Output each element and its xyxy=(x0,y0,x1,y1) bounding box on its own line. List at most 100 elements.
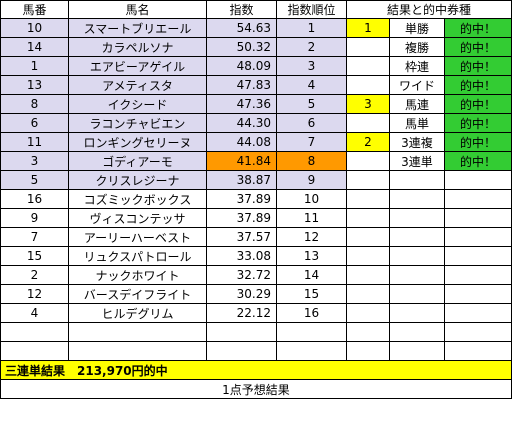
empty-cell xyxy=(347,247,390,266)
horse-number: 9 xyxy=(0,209,69,228)
horse-number: 7 xyxy=(0,228,69,247)
horse-number: 4 xyxy=(0,304,69,323)
empty-cell xyxy=(347,304,390,323)
horse-number: 6 xyxy=(0,114,69,133)
result-place xyxy=(347,38,390,57)
empty-cell xyxy=(445,266,512,285)
horse-score: 47.36 xyxy=(207,95,277,114)
empty-cell xyxy=(390,304,445,323)
horse-score: 33.08 xyxy=(207,247,277,266)
empty-cell xyxy=(207,323,277,342)
horse-number: 5 xyxy=(0,171,69,190)
horse-score: 22.12 xyxy=(207,304,277,323)
horse-name: ヴィスコンテッサ xyxy=(69,209,207,228)
horse-number: 3 xyxy=(0,152,69,171)
horse-rank: 15 xyxy=(277,285,347,304)
results-table: 馬番 馬名 指数 指数順位 結果と的中券種 10 スマートブリエール 54.63… xyxy=(0,0,512,399)
empty-cell xyxy=(390,247,445,266)
empty-cell xyxy=(390,190,445,209)
horse-number: 12 xyxy=(0,285,69,304)
horse-rank: 6 xyxy=(277,114,347,133)
empty-cell xyxy=(445,342,512,361)
empty-cell xyxy=(347,342,390,361)
empty-cell xyxy=(347,266,390,285)
horse-score: 47.83 xyxy=(207,76,277,95)
empty-cell xyxy=(445,285,512,304)
result-place xyxy=(347,76,390,95)
empty-cell xyxy=(347,209,390,228)
ticket-type: 馬単 xyxy=(390,114,445,133)
empty-cell xyxy=(347,171,390,190)
ticket-type: 3連単 xyxy=(390,152,445,171)
horse-score: 30.29 xyxy=(207,285,277,304)
horse-name: エアビーアゲイル xyxy=(69,57,207,76)
horse-score: 41.84 xyxy=(207,152,277,171)
prediction-footer: 1点予想結果 xyxy=(0,380,512,399)
horse-score: 54.63 xyxy=(207,19,277,38)
empty-cell xyxy=(0,323,69,342)
ticket-type: ワイド xyxy=(390,76,445,95)
horse-score: 48.09 xyxy=(207,57,277,76)
empty-cell xyxy=(347,190,390,209)
horse-name: カラペルソナ xyxy=(69,38,207,57)
ticket-type: 枠連 xyxy=(390,57,445,76)
result-place: 2 xyxy=(347,133,390,152)
horse-rank: 3 xyxy=(277,57,347,76)
empty-cell xyxy=(390,342,445,361)
horse-name: アメティスタ xyxy=(69,76,207,95)
hit-badge: 的中！ xyxy=(445,57,512,76)
header-results: 結果と的中券種 xyxy=(347,0,512,19)
horse-number: 10 xyxy=(0,19,69,38)
result-place xyxy=(347,152,390,171)
header-horse-name: 馬名 xyxy=(69,0,207,19)
horse-number: 11 xyxy=(0,133,69,152)
empty-cell xyxy=(445,209,512,228)
horse-name: ナックホワイト xyxy=(69,266,207,285)
empty-cell xyxy=(390,323,445,342)
horse-rank: 5 xyxy=(277,95,347,114)
empty-cell xyxy=(347,285,390,304)
hit-badge: 的中！ xyxy=(445,38,512,57)
horse-score: 38.87 xyxy=(207,171,277,190)
horse-name: クリスレジーナ xyxy=(69,171,207,190)
horse-rank: 10 xyxy=(277,190,347,209)
empty-cell xyxy=(390,209,445,228)
horse-rank: 1 xyxy=(277,19,347,38)
ticket-type: 3連複 xyxy=(390,133,445,152)
horse-name: バースデイフライト xyxy=(69,285,207,304)
horse-name: コズミックボックス xyxy=(69,190,207,209)
hit-badge: 的中！ xyxy=(445,76,512,95)
empty-cell xyxy=(390,266,445,285)
empty-cell xyxy=(390,171,445,190)
horse-name: ラコンチャビエン xyxy=(69,114,207,133)
hit-badge: 的中！ xyxy=(445,19,512,38)
horse-score: 44.30 xyxy=(207,114,277,133)
horse-number: 13 xyxy=(0,76,69,95)
horse-rank: 7 xyxy=(277,133,347,152)
horse-number: 16 xyxy=(0,190,69,209)
horse-score: 37.89 xyxy=(207,209,277,228)
empty-cell xyxy=(390,228,445,247)
empty-cell xyxy=(0,342,69,361)
horse-score: 37.57 xyxy=(207,228,277,247)
ticket-type: 馬連 xyxy=(390,95,445,114)
empty-cell xyxy=(277,342,347,361)
horse-name: ゴディアーモ xyxy=(69,152,207,171)
empty-cell xyxy=(69,323,207,342)
empty-cell xyxy=(347,228,390,247)
horse-rank: 2 xyxy=(277,38,347,57)
empty-cell xyxy=(390,285,445,304)
horse-number: 2 xyxy=(0,266,69,285)
empty-cell xyxy=(207,342,277,361)
empty-cell xyxy=(445,323,512,342)
empty-cell xyxy=(445,228,512,247)
ticket-type: 単勝 xyxy=(390,19,445,38)
horse-score: 37.89 xyxy=(207,190,277,209)
empty-cell xyxy=(277,323,347,342)
horse-rank: 12 xyxy=(277,228,347,247)
horse-rank: 14 xyxy=(277,266,347,285)
horse-rank: 11 xyxy=(277,209,347,228)
hit-badge: 的中！ xyxy=(445,95,512,114)
header-score-rank: 指数順位 xyxy=(277,0,347,19)
header-score: 指数 xyxy=(207,0,277,19)
